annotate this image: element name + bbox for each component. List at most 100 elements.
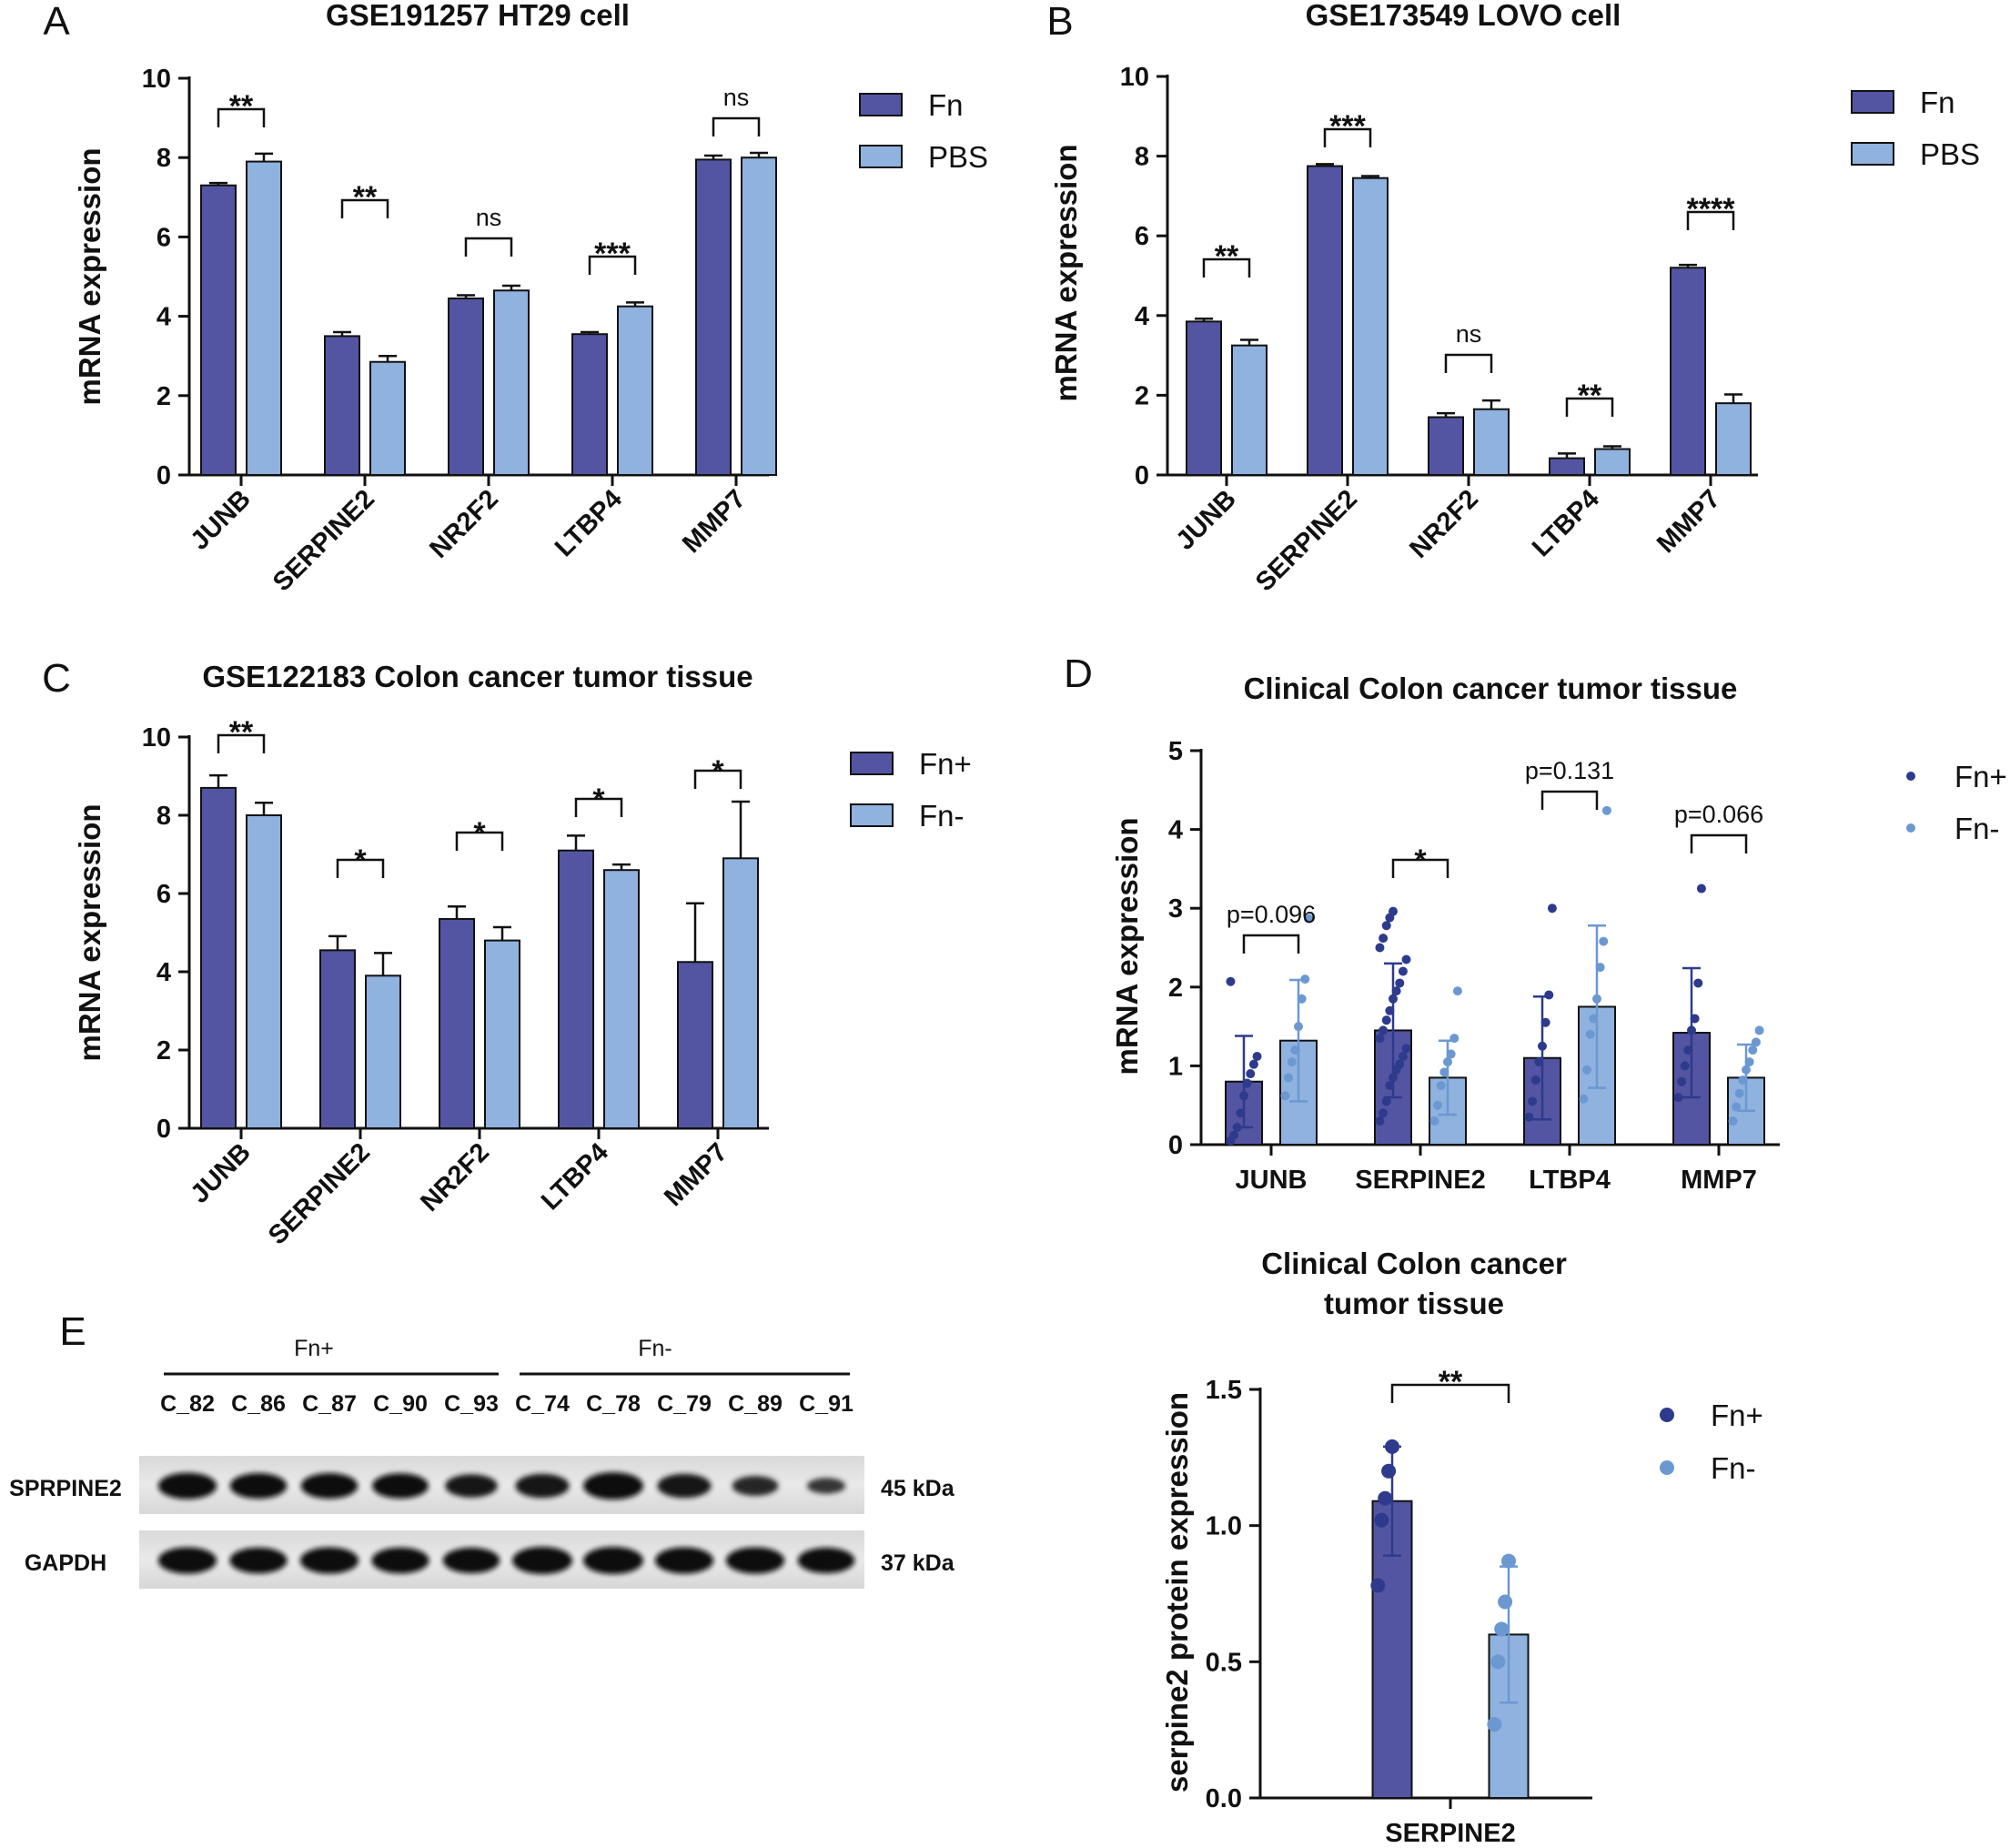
data-point [1501, 1553, 1516, 1569]
y-tick-label: 2 [157, 1036, 171, 1065]
significance-label: *** [1329, 109, 1366, 144]
data-point [1385, 1081, 1395, 1091]
group-label-fnpos: Fn+ [294, 1336, 334, 1361]
legend-label: Fn [1920, 86, 1955, 119]
bar-pbs [617, 305, 653, 477]
y-tick-label: 10 [142, 723, 171, 752]
bar-fnpos [439, 917, 475, 1130]
legend-label: Fn+ [1954, 760, 2007, 793]
chart-f: Clinical Colon cancer tumor tissue serpine… [1160, 1247, 1763, 1848]
bar-fnpos [200, 786, 237, 1130]
legend-swatch [859, 145, 903, 168]
data-point [1239, 1091, 1248, 1101]
y-tick-label: 5 [1168, 737, 1183, 766]
bar-fnneg [603, 869, 640, 1129]
data-point [1528, 1096, 1538, 1106]
y-tick-label: 6 [157, 223, 171, 252]
lane-label: C_87 [302, 1391, 357, 1417]
data-point [1401, 954, 1411, 964]
significance-label: ns [723, 84, 750, 111]
data-point [1381, 1015, 1391, 1025]
data-point [1732, 1102, 1742, 1112]
data-point [1436, 1081, 1446, 1091]
y-tick-label: 0.0 [1206, 1784, 1242, 1813]
y-tick-label: 6 [1135, 222, 1149, 251]
category-label: SERPINE2 [268, 484, 380, 597]
protein-band [583, 1547, 643, 1574]
data-point [1490, 1654, 1506, 1670]
data-point [1680, 1061, 1690, 1071]
data-point [1579, 1094, 1589, 1104]
bar-pbs [1352, 177, 1389, 476]
category-label: SERPINE2 [1385, 1819, 1515, 1848]
protein-band [157, 1472, 217, 1500]
y-tick-label: 2 [1168, 974, 1183, 1003]
lane-label: C_82 [160, 1391, 215, 1417]
y-tick-label: 8 [157, 802, 171, 831]
y-tick-label: 0 [1168, 1131, 1183, 1160]
significance-label: ** [229, 715, 254, 750]
bar-pbs [1473, 408, 1510, 477]
data-point [1439, 1067, 1449, 1077]
panel-letter: C [42, 656, 71, 701]
chart-c: C GSE122183 Colon cancer tumor tissue mRNA… [42, 656, 972, 1250]
chart-a: A GSE191257 HT29 cell mRNA expression 0 2 4 6 8… [43, 0, 988, 597]
protein-band [654, 1547, 714, 1574]
protein-band [583, 1472, 643, 1500]
bar-fn [695, 158, 732, 476]
data-point [1683, 1045, 1693, 1055]
legend-label: PBS [1920, 137, 1980, 171]
significance-bracket [336, 858, 385, 878]
y-tick-label: 10 [1120, 63, 1149, 92]
lane-label: C_78 [586, 1391, 641, 1417]
chart-title: Clinical Colon cancer [1261, 1247, 1567, 1280]
legend-label: Fn [928, 88, 964, 122]
data-point [1544, 990, 1554, 1000]
protein-band [157, 1547, 217, 1574]
bar-fn [1670, 267, 1706, 476]
legend-marker [1660, 1460, 1674, 1475]
data-point [1524, 1112, 1534, 1122]
category-label: LTBP4 [550, 484, 628, 562]
bar-pbs [369, 360, 406, 476]
data-point [1284, 1073, 1294, 1083]
significance-bracket [1202, 258, 1251, 278]
significance-bracket [588, 255, 637, 275]
data-point [1378, 1490, 1393, 1506]
category-label: MMP7 [677, 484, 752, 559]
protein-band [732, 1476, 779, 1496]
y-tick-label: 10 [142, 65, 171, 94]
protein-band [442, 1547, 500, 1574]
protein-band [299, 1547, 359, 1574]
data-point [1487, 1717, 1502, 1732]
data-point [1381, 1096, 1391, 1106]
protein-band [657, 1473, 712, 1499]
category-label: JUNB [185, 1137, 256, 1208]
bar-fn [1428, 416, 1464, 476]
kda-label: 45 kDa [881, 1476, 955, 1501]
significance-bracket [1540, 790, 1599, 810]
significance-label: ** [229, 89, 254, 124]
panel-letter: E [59, 1309, 86, 1354]
significance-label: * [712, 754, 724, 789]
data-point [1728, 1116, 1738, 1126]
legend-label: Fn- [1954, 812, 2000, 845]
significance-label: *** [594, 237, 631, 271]
data-point [1452, 986, 1462, 996]
group-label-fnneg: Fn- [638, 1336, 672, 1361]
data-point [1389, 1073, 1398, 1083]
data-point [1595, 963, 1605, 973]
protein-band [372, 1473, 429, 1499]
legend-marker [1660, 1408, 1674, 1422]
category-label: SERPINE2 [1250, 484, 1363, 597]
bar-fn [1186, 320, 1222, 476]
data-point [1294, 1022, 1303, 1032]
data-point [1443, 1057, 1452, 1067]
data-point [1375, 1116, 1385, 1126]
category-label: LTBP4 [1529, 1166, 1611, 1195]
legend-swatch [850, 803, 894, 827]
legend-swatch [1851, 142, 1894, 166]
lane-label: C_89 [728, 1391, 783, 1417]
significance-bracket [1690, 833, 1748, 853]
significance-bracket [693, 769, 742, 789]
